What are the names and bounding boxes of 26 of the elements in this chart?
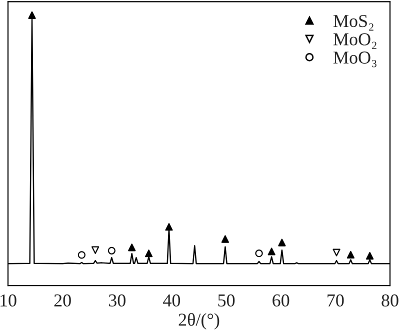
x-tick-label: 50 <box>218 294 235 307</box>
legend-label: MoO₂ <box>333 33 376 49</box>
x-tick-label: 70 <box>328 294 344 307</box>
point <box>332 248 340 256</box>
point <box>346 250 355 259</box>
point <box>128 244 136 252</box>
legend-label: MoS₂ <box>333 14 374 31</box>
legend-label: MoO₃ <box>333 52 376 68</box>
point <box>221 235 230 243</box>
point <box>278 238 286 246</box>
point <box>78 251 86 259</box>
x-tick-label: 40 <box>163 294 180 307</box>
x-tick-label: 80 <box>382 294 398 307</box>
point <box>268 248 276 256</box>
x-axis-title: 2θ/(°) <box>178 313 220 330</box>
x-tick-label: 20 <box>54 294 71 307</box>
point <box>366 252 374 260</box>
point <box>28 11 36 19</box>
x-tick-label: 60 <box>272 294 290 307</box>
point <box>165 223 173 231</box>
point <box>92 246 100 254</box>
point <box>255 250 263 258</box>
point <box>108 246 116 254</box>
x-tick-label: 30 <box>108 294 126 307</box>
point <box>144 250 153 258</box>
x-tick-label: 10 <box>0 294 16 307</box>
